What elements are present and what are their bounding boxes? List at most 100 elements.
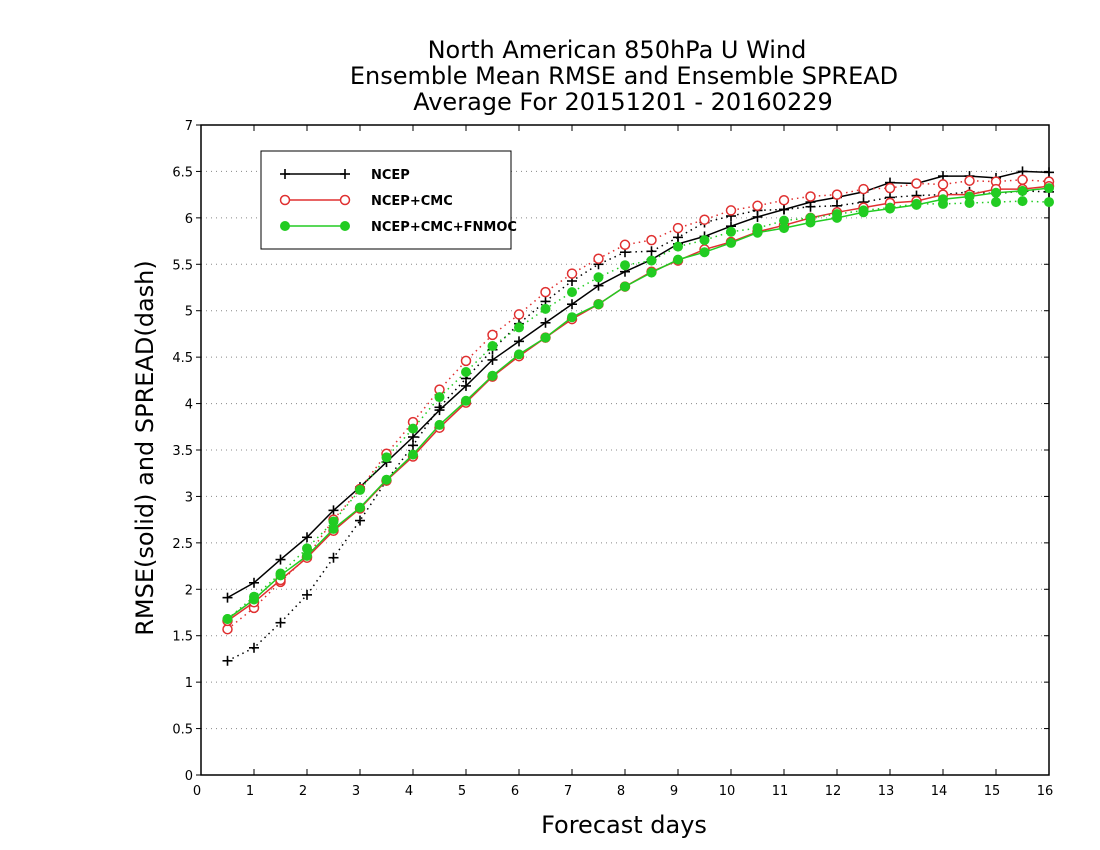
data-point-open-circle [858, 183, 869, 195]
legend: NCEP NCEP+CMC NCEP+CMC+FNMOC [260, 150, 517, 250]
x-tick-label: 13 [878, 784, 895, 799]
data-point-filled-circle [805, 217, 816, 228]
chart-title: North American 850hPa U Wind Ensemble Me… [350, 36, 898, 116]
legend-label: NCEP+CMC [371, 194, 453, 209]
data-point-filled-circle [620, 260, 630, 271]
data-point-filled-circle [991, 197, 1001, 208]
data-point-plus [328, 505, 339, 516]
data-point-plus [779, 204, 789, 215]
data-point-plus [249, 642, 259, 653]
data-point-filled-circle [567, 312, 577, 323]
y-tick-label: 2 [185, 583, 193, 598]
data-point-plus [355, 515, 365, 526]
data-point-filled-circle [1017, 196, 1028, 207]
data-point-filled-circle [593, 299, 604, 310]
data-point-filled-circle [275, 570, 286, 581]
data-point-filled-circle [858, 207, 869, 218]
data-point-plus [222, 655, 233, 666]
data-point-filled-circle [222, 614, 233, 624]
series-line-spread [227, 190, 1050, 662]
data-point-filled-circle [699, 235, 710, 246]
data-point-filled-circle [726, 226, 736, 237]
series-line-rmse [227, 187, 1050, 620]
chart-title-line-1: North American 850hPa U Wind [428, 36, 807, 64]
y-tick-label: 6 [185, 212, 193, 227]
data-point-filled-circle [1044, 197, 1054, 208]
data-point-plus [752, 211, 763, 222]
y-tick-label: 6.5 [172, 165, 193, 180]
data-point-filled-circle [832, 212, 842, 223]
x-tick-label: 10 [719, 784, 736, 799]
data-point-filled-circle [408, 449, 418, 460]
x-tick-label: 5 [458, 784, 466, 799]
data-point-open-circle [752, 200, 763, 212]
x-tick-label: 9 [670, 784, 678, 799]
legend-item-ncep-cmc-fnmoc: NCEP+CMC+FNMOC [280, 220, 517, 235]
data-point-filled-circle [752, 227, 763, 238]
x-tick-label: 2 [299, 784, 307, 799]
data-point-filled-circle [355, 484, 365, 495]
x-tick-label: 11 [772, 784, 789, 799]
data-point-plus [280, 169, 290, 179]
data-point-plus [302, 589, 312, 600]
y-tick-label: 0.5 [172, 723, 193, 738]
y-tick-label: 4.5 [172, 351, 193, 366]
data-point-open-circle [593, 253, 604, 264]
y-tick-label: 3 [185, 490, 193, 505]
data-point-plus [408, 440, 418, 451]
y-tick-label: 2.5 [172, 537, 193, 552]
data-point-open-circle [699, 214, 710, 225]
data-point-plus [249, 577, 259, 588]
data-point-filled-circle [302, 550, 312, 561]
x-tick-label: 6 [511, 784, 519, 799]
data-point-filled-circle [487, 341, 498, 351]
data-point-filled-circle [434, 419, 445, 430]
x-tick-label: 12 [825, 784, 842, 799]
data-point-filled-circle [487, 370, 498, 381]
data-point-filled-circle [1044, 183, 1054, 194]
axes: 00.511.522.533.544.555.566.570 1 2 3 4 5 6 7 8 9 1… [172, 119, 1053, 799]
data-point-plus [408, 432, 418, 442]
data-point-filled-circle [540, 303, 551, 314]
chart-title-line-3: Average For 20151201 - 20160229 [413, 88, 833, 116]
data-point-filled-circle [620, 281, 630, 292]
data-point-filled-circle [673, 254, 683, 265]
data-point-open-circle [566, 268, 578, 279]
x-tick-label: 4 [405, 784, 413, 799]
data-point-filled-circle [514, 349, 524, 360]
data-point-filled-circle [699, 247, 710, 258]
data-point-filled-circle [280, 221, 290, 231]
chart-title-line-2: Ensemble Mean RMSE and Ensemble SPREAD [350, 62, 898, 90]
data-point-open-circle [805, 191, 816, 202]
y-tick-label: 5.5 [172, 258, 193, 273]
data-point-plus [275, 554, 286, 565]
data-point-filled-circle [434, 392, 445, 403]
data-point-filled-circle [991, 187, 1001, 198]
data-point-open-circle [619, 239, 631, 251]
y-tick-label: 3.5 [172, 444, 193, 459]
data-point-open-circle [646, 234, 657, 246]
data-point-filled-circle [355, 502, 365, 513]
data-point-filled-circle [461, 367, 471, 377]
data-point-open-circle [964, 175, 975, 186]
data-point-plus [1044, 167, 1054, 178]
data-point-filled-circle [249, 594, 259, 605]
data-point-filled-circle [726, 237, 736, 248]
series-ncep-cmc-fnmoc-rmse [222, 183, 1054, 624]
data-point-open-circle [672, 222, 684, 234]
legend-item-ncep: NCEP [280, 168, 410, 183]
data-point-filled-circle [340, 221, 350, 231]
y-tick-label: 1.5 [172, 630, 193, 645]
data-point-filled-circle [938, 194, 948, 205]
data-point-plus [302, 532, 312, 543]
data-point-open-circle [487, 329, 498, 341]
data-point-filled-circle [540, 332, 551, 343]
data-point-open-circle [339, 194, 351, 206]
x-tick-label: 15 [984, 784, 1001, 799]
series-plot-area [222, 166, 1055, 666]
data-point-plus [514, 336, 524, 347]
data-point-plus [461, 380, 471, 391]
data-point-open-circle [460, 355, 472, 367]
